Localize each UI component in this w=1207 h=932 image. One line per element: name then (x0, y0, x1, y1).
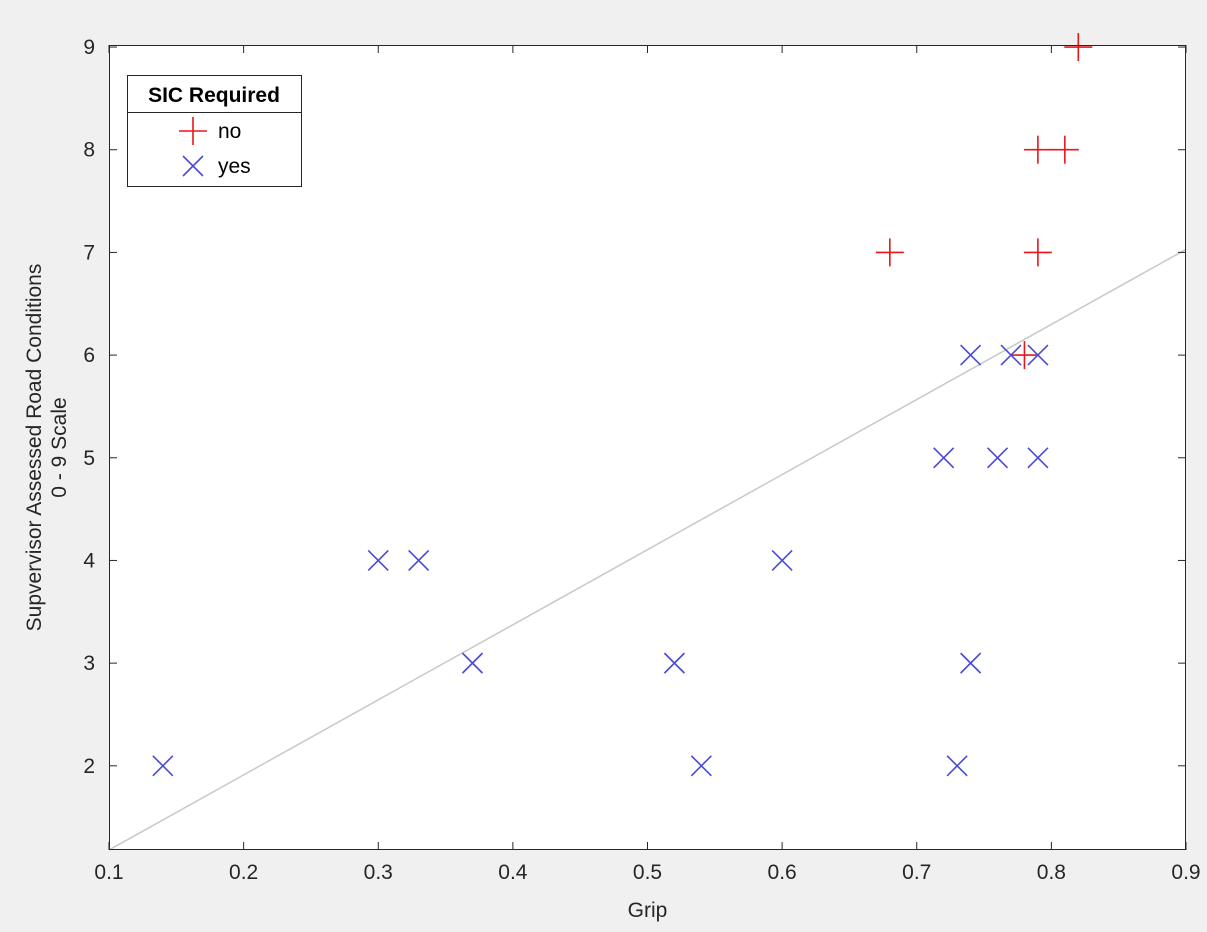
data-point-yes-11 (986, 447, 1009, 469)
x-tick-label: 0.8 (1037, 861, 1066, 884)
data-point-yes-3 (461, 652, 484, 674)
marker-stroke (960, 652, 982, 674)
data-point-no-0 (1064, 33, 1093, 62)
x-axis-ticks: 0.1 0.2 0.3 0.4 0.5 0.6 0.7 0.8 0.9 (94, 45, 1201, 884)
data-point-yes-0 (152, 755, 174, 777)
y-tick-label: 5 (83, 447, 95, 470)
legend-marker-yes (182, 155, 204, 177)
data-point-no-1 (1023, 135, 1052, 164)
x-tick-label: 0.3 (364, 861, 393, 884)
y-axis-ticks: 2 3 4 5 6 7 8 9 (83, 36, 1186, 778)
y-axis-title-line-1: Supvervisor Assessed Road Conditions (23, 264, 46, 632)
x-tick-label: 0.5 (633, 861, 662, 884)
data-point-yes-6 (771, 549, 793, 572)
marker-stroke (1027, 447, 1049, 469)
data-point-yes-9 (960, 344, 982, 366)
legend-items: no yes (179, 117, 251, 178)
data-point-yes-10 (960, 652, 982, 674)
fit-line (108, 248, 1187, 851)
marker-stroke (986, 447, 1009, 469)
marker-stroke (152, 755, 174, 777)
legend-title: SIC Required (148, 84, 280, 107)
marker-stroke (408, 549, 430, 572)
data-point-yes-12 (1000, 344, 1022, 366)
y-tick-label: 3 (83, 652, 95, 675)
data-point-no-3 (875, 238, 904, 267)
marker-stroke (367, 549, 389, 572)
legend-label-yes: yes (218, 155, 251, 178)
legend-label-no: no (218, 120, 241, 143)
marker-stroke (933, 447, 955, 469)
x-axis-title: Grip (628, 899, 668, 922)
data-point-yes-1 (367, 549, 389, 572)
marker-stroke (1000, 344, 1022, 366)
data-point-no-2 (1050, 135, 1079, 164)
marker-stroke (771, 549, 793, 572)
data-point-yes-5 (690, 755, 712, 777)
x-tick-label: 0.6 (768, 861, 797, 884)
y-tick-label: 8 (83, 139, 95, 162)
legend: SIC Required no yes (127, 75, 302, 187)
marker-stroke (946, 755, 968, 777)
marker-stroke (663, 652, 685, 674)
data-point-no-4 (1023, 238, 1052, 267)
x-tick-label: 0.1 (94, 861, 123, 884)
marker-stroke (960, 344, 982, 366)
y-tick-label: 2 (83, 755, 95, 778)
marker-stroke (690, 755, 712, 777)
x-tick-label: 0.7 (902, 861, 931, 884)
data-point-yes-4 (663, 652, 685, 674)
data-point-yes-8 (946, 755, 968, 777)
marker-stroke (461, 652, 484, 674)
data-point-yes-7 (933, 447, 955, 469)
data-points-layer (152, 33, 1093, 777)
y-tick-label: 7 (83, 241, 95, 264)
fit-line-layer (108, 248, 1187, 851)
data-point-no-5 (1010, 341, 1039, 370)
data-point-yes-14 (1027, 447, 1049, 469)
data-point-yes-2 (408, 549, 430, 572)
marker-stroke (1027, 344, 1049, 366)
x-tick-label: 0.9 (1171, 861, 1200, 884)
y-tick-label: 6 (83, 344, 95, 367)
legend-marker-no (179, 117, 207, 145)
y-axis-title-line-2: 0 - 9 Scale (48, 397, 71, 497)
y-tick-label: 4 (83, 549, 95, 572)
y-tick-label: 9 (83, 36, 95, 59)
data-point-yes-13 (1027, 344, 1049, 366)
legend-box (127, 75, 302, 187)
x-tick-label: 0.4 (498, 861, 528, 884)
marker-stroke (182, 155, 204, 177)
x-tick-label: 0.2 (229, 861, 258, 884)
